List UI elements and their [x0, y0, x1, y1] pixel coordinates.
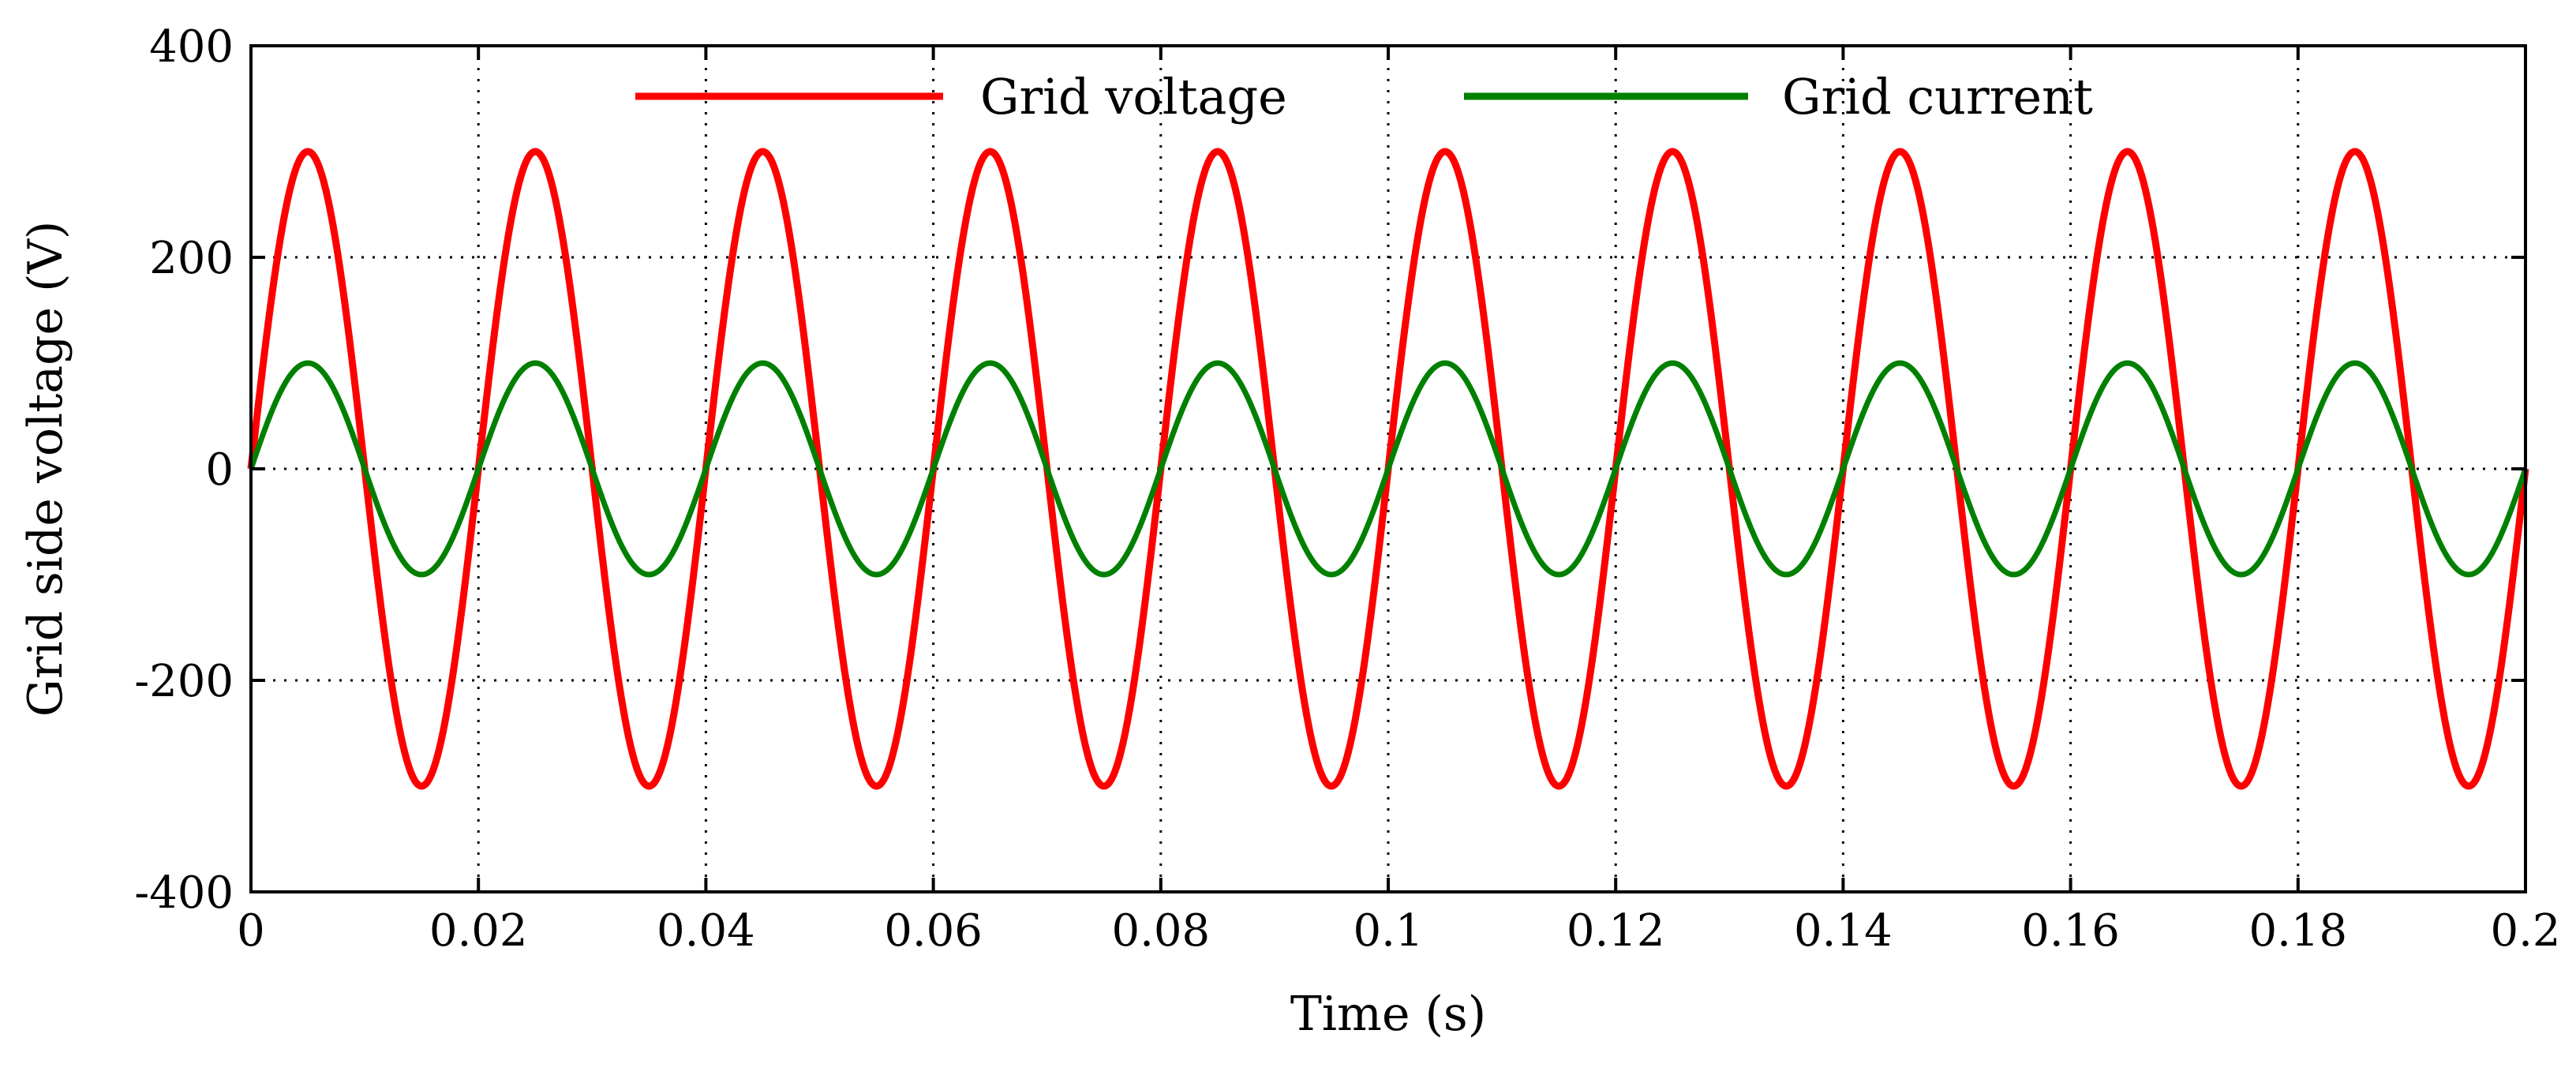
x-tick-label: 0.04	[657, 905, 755, 957]
y-tick-label: 400	[149, 21, 234, 73]
x-tick-label: 0.1	[1353, 905, 1423, 957]
legend-label-grid-voltage: Grid voltage	[980, 68, 1287, 125]
x-tick-label: 0.14	[1794, 905, 1893, 957]
legend-label-grid-current: Grid current	[1782, 68, 2093, 125]
x-tick-label: 0.18	[2248, 905, 2347, 957]
y-tick-label: -400	[134, 867, 234, 919]
x-tick-label: 0.02	[429, 905, 528, 957]
x-tick-labels: 0 0.02 0.04 0.06 0.08 0.1 0.12 0.14 0.16 0.18 0.2	[237, 905, 2560, 957]
x-tick-label: 0.16	[2021, 905, 2120, 957]
x-tick-label: 0.08	[1111, 905, 1210, 957]
y-tick-label: 0	[205, 444, 234, 496]
y-tick-labels: -400 -200 0 200 400	[134, 21, 234, 919]
series-line-grid-current	[248, 360, 2529, 578]
x-tick-label: 0.2	[2490, 905, 2560, 957]
axis-ticks	[249, 44, 2527, 893]
x-tick-label: 0	[237, 905, 265, 957]
x-tick-label: 0.12	[1567, 905, 1665, 957]
x-axis-label: Time (s)	[1290, 987, 1486, 1042]
data-series	[247, 148, 2529, 790]
y-tick-label: -200	[134, 656, 234, 707]
y-tick-label: 200	[149, 233, 234, 284]
legend: Grid voltage Grid current	[635, 68, 2093, 125]
y-axis-label: Grid side voltage (V)	[18, 221, 73, 717]
x-tick-label: 0.06	[884, 905, 983, 957]
